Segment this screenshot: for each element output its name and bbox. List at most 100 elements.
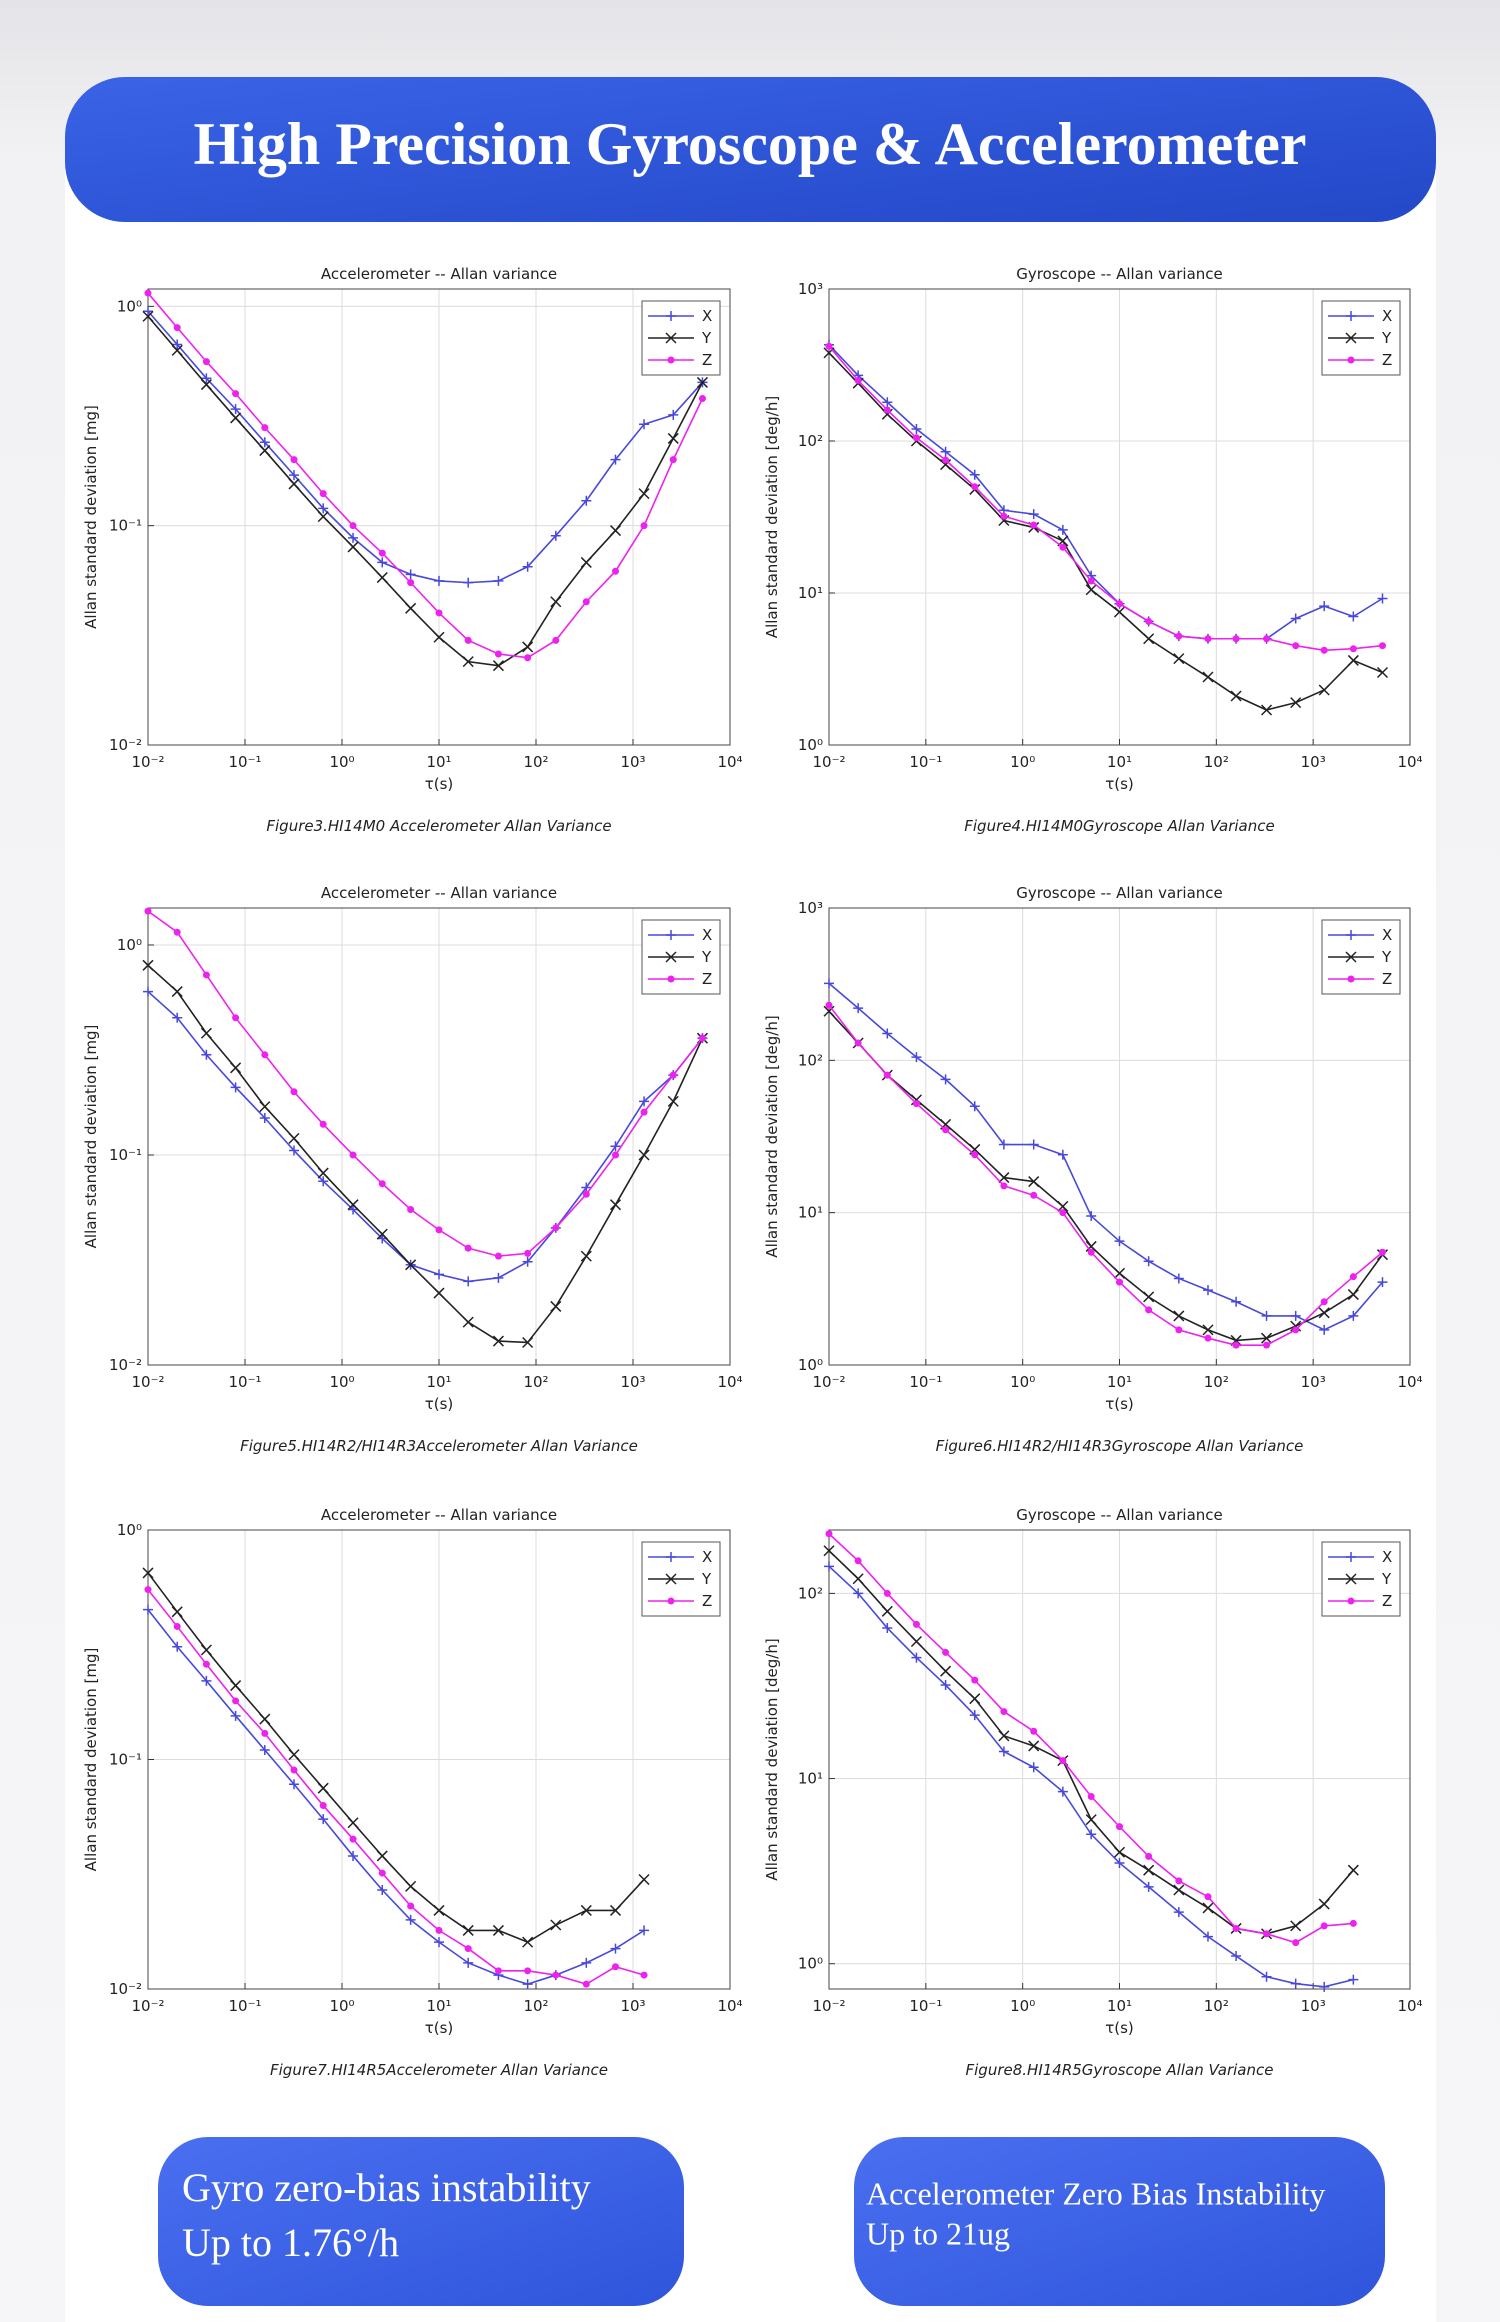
marker xyxy=(173,1622,181,1630)
y-tick-label: 10³ xyxy=(798,280,823,298)
x-tick-label: 10⁰ xyxy=(1010,1373,1035,1391)
marker xyxy=(1376,666,1389,679)
x-tick-label: 10⁻¹ xyxy=(228,1373,261,1391)
legend-label: X xyxy=(1382,307,1392,325)
marker xyxy=(639,419,650,430)
marker xyxy=(580,556,592,568)
marker xyxy=(435,1226,443,1234)
marker xyxy=(463,1276,474,1287)
marker xyxy=(998,1746,1009,1757)
x-tick-label: 10⁻² xyxy=(812,753,845,771)
marker xyxy=(1232,635,1240,643)
marker xyxy=(463,1957,474,1968)
legend-label: Z xyxy=(702,970,712,988)
marker xyxy=(823,1005,835,1017)
x-tick-label: 10⁴ xyxy=(717,1997,742,2015)
marker xyxy=(522,1336,534,1349)
x-tick-label: 10¹ xyxy=(426,1997,451,2015)
marker xyxy=(639,1925,650,1936)
marker xyxy=(640,1108,648,1116)
series-line xyxy=(828,344,1383,640)
marker xyxy=(853,1588,864,1599)
marker xyxy=(852,1573,864,1585)
legend-label: Z xyxy=(1382,970,1392,988)
marker xyxy=(232,1697,240,1705)
y-tick-label: 10⁰ xyxy=(798,736,823,754)
marker xyxy=(998,1139,1009,1150)
marker xyxy=(940,459,952,471)
marker xyxy=(969,1710,980,1721)
x-axis-label: τ(s) xyxy=(1105,775,1134,793)
marker xyxy=(1232,1341,1240,1349)
marker xyxy=(1030,1191,1038,1199)
marker xyxy=(940,446,951,457)
marker xyxy=(289,1145,299,1156)
marker xyxy=(1030,1727,1038,1735)
y-tick-label: 10⁻² xyxy=(109,1356,142,1374)
marker xyxy=(230,404,241,415)
legend-label: Y xyxy=(1381,329,1392,347)
marker xyxy=(550,1919,562,1931)
caption: Figure4.HI14M0Gyroscope Allan Variance xyxy=(964,817,1274,835)
legend-marker xyxy=(667,356,675,364)
legend-marker xyxy=(1345,332,1357,344)
marker xyxy=(1173,1907,1184,1918)
marker xyxy=(1116,600,1123,608)
y-tick-label: 10³ xyxy=(798,899,823,917)
badge-text: Gyro zero-bias instability xyxy=(182,2165,591,2210)
x-tick-label: 10⁰ xyxy=(329,1373,354,1391)
marker xyxy=(639,1096,650,1107)
header-title: High Precision Gyroscope & Accelerometer xyxy=(193,111,1306,177)
marker xyxy=(290,1088,298,1096)
marker xyxy=(1231,1296,1242,1307)
marker xyxy=(1318,684,1330,696)
marker xyxy=(172,339,183,350)
legend-label: Z xyxy=(1382,351,1392,369)
marker xyxy=(259,1713,271,1725)
legend-label: Y xyxy=(701,329,712,347)
marker xyxy=(202,1660,210,1668)
legend-label: Y xyxy=(701,1570,712,1588)
marker xyxy=(232,390,240,398)
marker xyxy=(1261,704,1273,716)
x-tick-label: 10⁻² xyxy=(131,1997,164,2015)
x-tick-label: 10² xyxy=(523,1373,548,1391)
marker xyxy=(610,454,621,465)
plot-frame xyxy=(147,1529,731,1990)
legend-marker xyxy=(1345,1573,1357,1585)
x-tick-label: 10³ xyxy=(620,753,645,771)
marker xyxy=(942,1126,950,1134)
marker xyxy=(522,561,533,572)
marker xyxy=(1087,1792,1095,1800)
marker xyxy=(1318,1307,1330,1319)
marker xyxy=(1028,1762,1039,1773)
legend-label: Z xyxy=(702,1592,712,1610)
marker xyxy=(882,397,893,408)
marker xyxy=(172,1641,183,1652)
marker xyxy=(971,1676,979,1684)
x-tick-label: 10² xyxy=(1204,1997,1229,2015)
marker xyxy=(668,409,679,420)
marker xyxy=(524,1967,532,1975)
x-tick-label: 10⁻¹ xyxy=(909,753,942,771)
marker xyxy=(1347,654,1359,666)
marker xyxy=(883,406,891,414)
marker xyxy=(1086,1211,1097,1222)
marker xyxy=(942,1648,950,1656)
marker xyxy=(290,456,298,464)
marker xyxy=(1378,1248,1386,1256)
y-axis-label: Allan standard deviation [mg] xyxy=(82,1648,100,1872)
x-tick-label: 10⁰ xyxy=(329,1997,354,2015)
marker xyxy=(144,907,152,915)
marker xyxy=(1290,1978,1301,1989)
marker xyxy=(492,1335,504,1347)
marker xyxy=(259,437,270,448)
marker xyxy=(1377,1277,1388,1288)
legend-marker xyxy=(1347,356,1355,364)
marker xyxy=(1378,642,1386,650)
chart: 10⁻² 10⁻¹ 10⁰ 10¹ 10² 10³ 10⁴ 10⁻² 10⁻¹ 10⁰ Accele… xyxy=(82,265,743,835)
marker xyxy=(288,1749,300,1761)
marker xyxy=(142,959,154,971)
marker xyxy=(493,575,504,586)
marker xyxy=(998,1172,1010,1184)
